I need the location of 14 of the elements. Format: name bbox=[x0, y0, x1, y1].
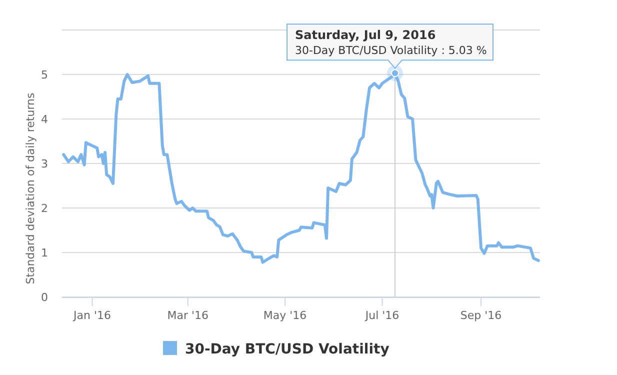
legend-label: 30-Day BTC/USD Volatility bbox=[185, 342, 390, 358]
y-tick-label: 5 bbox=[41, 68, 48, 82]
x-tick-label: Jan '16 bbox=[72, 309, 112, 322]
x-tick-label: May '16 bbox=[263, 309, 307, 322]
x-tick-label: Jul '16 bbox=[364, 309, 400, 322]
x-tick-label: Sep '16 bbox=[460, 309, 502, 322]
y-tick-label: 3 bbox=[41, 158, 48, 170]
y-tick-label: 2 bbox=[41, 202, 48, 215]
y-axis-title: Standard deviation of daily returns bbox=[24, 92, 37, 284]
y-tick-label: 0 bbox=[41, 291, 48, 304]
x-tick-label: Mar '16 bbox=[167, 309, 209, 322]
y-tick-label: 1 bbox=[41, 246, 48, 260]
annotation: Saturday, Jul 9, 2016 30-Day BTC/USD Volatility : 5.03 % bbox=[295, 28, 487, 58]
y-tick-label: 4 bbox=[41, 113, 48, 126]
